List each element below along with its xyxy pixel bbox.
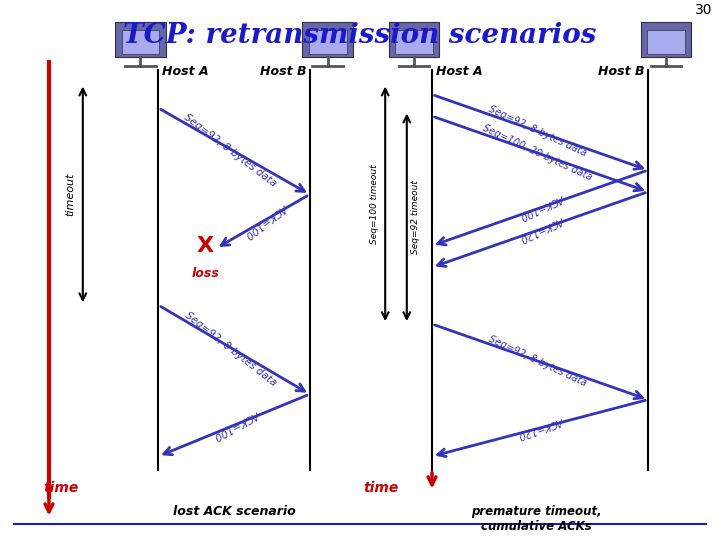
Text: time: time — [364, 481, 399, 495]
Text: ACK=120: ACK=120 — [519, 214, 566, 243]
FancyBboxPatch shape — [647, 30, 685, 54]
Text: loss: loss — [192, 267, 219, 280]
Text: Seq=92, 8 bytes data: Seq=92, 8 bytes data — [183, 310, 278, 388]
Text: 30: 30 — [696, 3, 713, 17]
FancyBboxPatch shape — [309, 30, 346, 54]
Text: ACK=100: ACK=100 — [212, 408, 261, 441]
FancyBboxPatch shape — [122, 30, 159, 54]
FancyBboxPatch shape — [302, 22, 353, 57]
Text: Host A: Host A — [436, 65, 482, 78]
Text: TCP: retransmission scenarios: TCP: retransmission scenarios — [123, 22, 597, 49]
Text: Seq=92, 8 bytes data: Seq=92, 8 bytes data — [487, 334, 588, 388]
FancyBboxPatch shape — [395, 30, 433, 54]
Text: Seq=100 timeout: Seq=100 timeout — [370, 164, 379, 244]
Text: time: time — [43, 481, 78, 495]
Text: ACK=100: ACK=100 — [243, 201, 289, 240]
Text: Seq=92 timeout: Seq=92 timeout — [411, 180, 420, 254]
FancyBboxPatch shape — [115, 22, 166, 57]
Text: Seq=92, 8 bytes data: Seq=92, 8 bytes data — [182, 112, 279, 189]
Text: Seq=92, 8 bytes data: Seq=92, 8 bytes data — [487, 104, 588, 159]
Text: Host B: Host B — [598, 65, 644, 78]
Text: timeout: timeout — [65, 173, 75, 216]
Text: Seq=100, 20 bytes data: Seq=100, 20 bytes data — [481, 123, 594, 183]
FancyBboxPatch shape — [641, 22, 691, 57]
Text: premature timeout,
cumulative ACKs: premature timeout, cumulative ACKs — [471, 505, 602, 533]
Text: X: X — [197, 235, 214, 256]
Text: ACK=100: ACK=100 — [519, 193, 566, 221]
Text: Host B: Host B — [259, 65, 306, 78]
Text: lost ACK scenario: lost ACK scenario — [173, 505, 295, 518]
Text: Host A: Host A — [162, 65, 209, 78]
FancyBboxPatch shape — [389, 22, 439, 57]
Text: ACK=120: ACK=120 — [518, 415, 566, 440]
